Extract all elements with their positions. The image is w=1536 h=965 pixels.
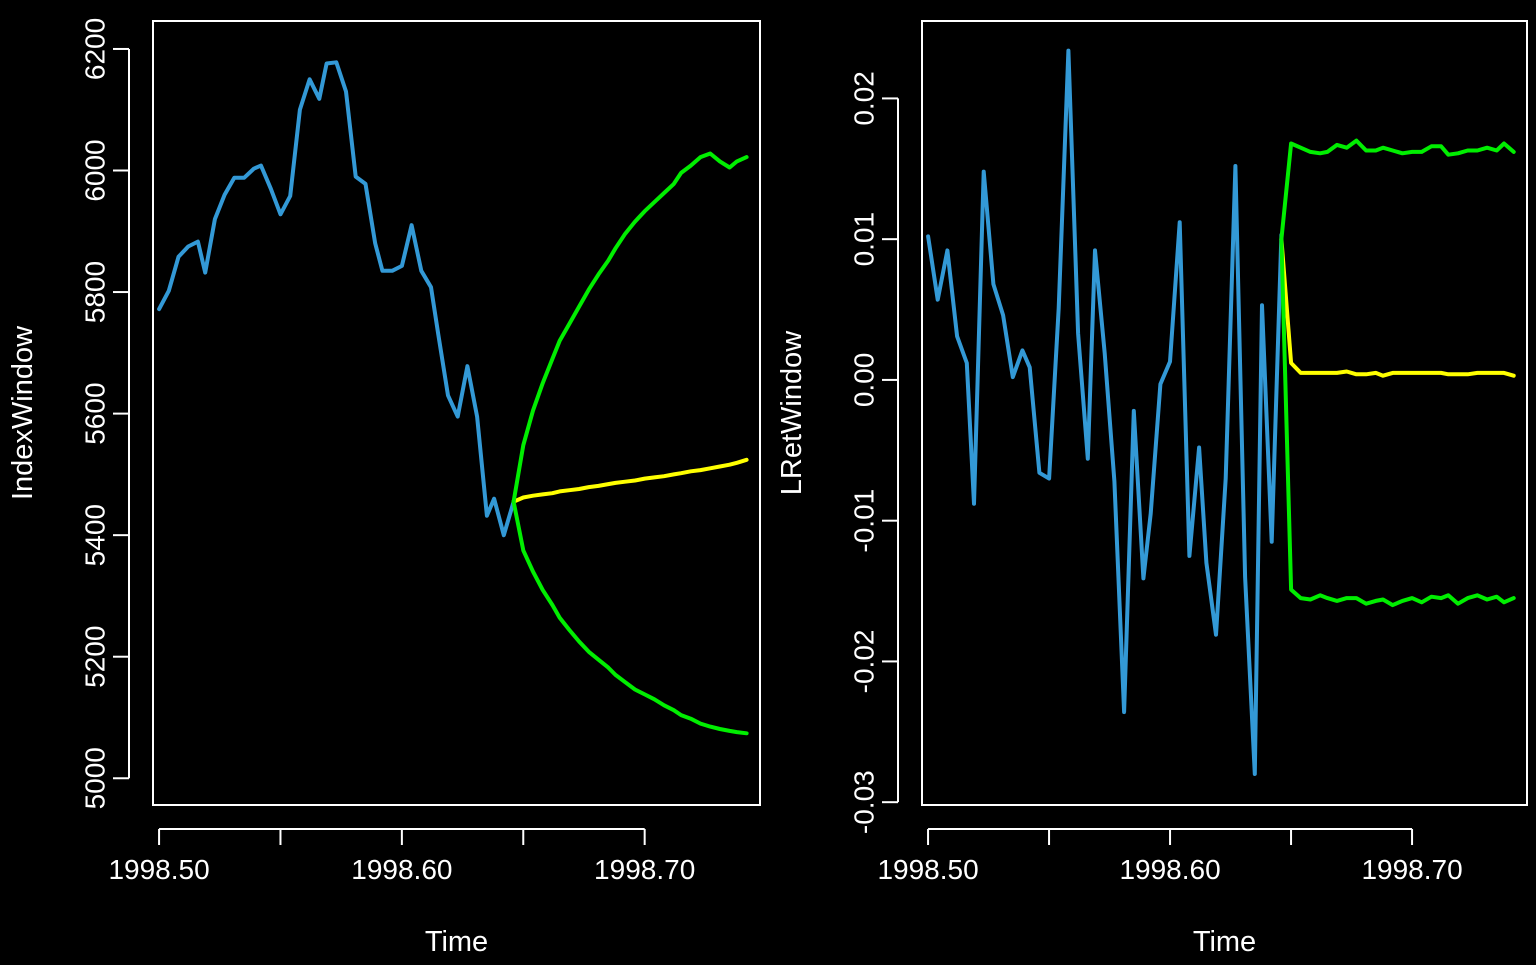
chart-1-y-tick-label: 5600 [80,382,111,444]
chart-2-y-tick-label: 0.00 [849,353,880,408]
chart-1-x-axis-title: Time [425,926,488,958]
chart-2-x-axis-title: Time [1193,926,1256,958]
chart-1-series-forecast [511,457,749,504]
chart-2-x-tick-label: 1998.50 [877,854,978,885]
chart-1-x-tick-label: 1998.70 [594,854,695,885]
chart-2-panel: 1998.50 1998.60 1998.70 -0.03 -0.02 -0.01 0.00… [776,20,1528,958]
chart-1-y-tick-label: 6200 [80,18,111,80]
chart-1-y-tick-label: 6000 [80,139,111,201]
chart-2-series-lower-band [1279,237,1516,608]
chart-1-x-tick-label: 1998.50 [108,854,209,885]
chart-2-series-observed [926,48,1284,776]
chart-2-y-tick-label: -0.01 [849,489,880,553]
chart-1-y-tick-label: 5000 [80,747,111,809]
chart-1-y-axis-title: IndexWindow [7,325,39,500]
chart-2-y-tick-label: -0.02 [849,630,880,694]
chart-2-plot-frame [921,20,1528,806]
chart-1-series-lower-band [511,499,749,736]
chart-1-x-tick-label: 1998.60 [351,854,452,885]
chart-1-plot-frame [152,20,761,806]
chart-1-y-tick-label: 5800 [80,261,111,323]
chart-1-series-observed [157,60,516,538]
chart-2-y-tick-label: -0.03 [849,770,880,834]
chart-2-y-tick-label: 0.01 [849,212,880,267]
chart-2-series-forecast [1279,237,1516,378]
chart-2-x-tick-label: 1998.70 [1361,854,1462,885]
chart-1-panel: 1998.50 1998.60 1998.70 5000 5200 5400 5600 580… [7,18,761,958]
chart-1-y-tick-label: 5400 [80,504,111,566]
chart-2-series-upper-band [1279,138,1516,242]
chart-1-series-upper-band [511,151,749,504]
chart-2-y-tick-label: 0.02 [849,71,880,126]
chart-2-y-axis-title: LRetWindow [776,330,808,495]
chart-1-y-tick-label: 5200 [80,626,111,688]
chart-2-x-tick-label: 1998.60 [1119,854,1220,885]
